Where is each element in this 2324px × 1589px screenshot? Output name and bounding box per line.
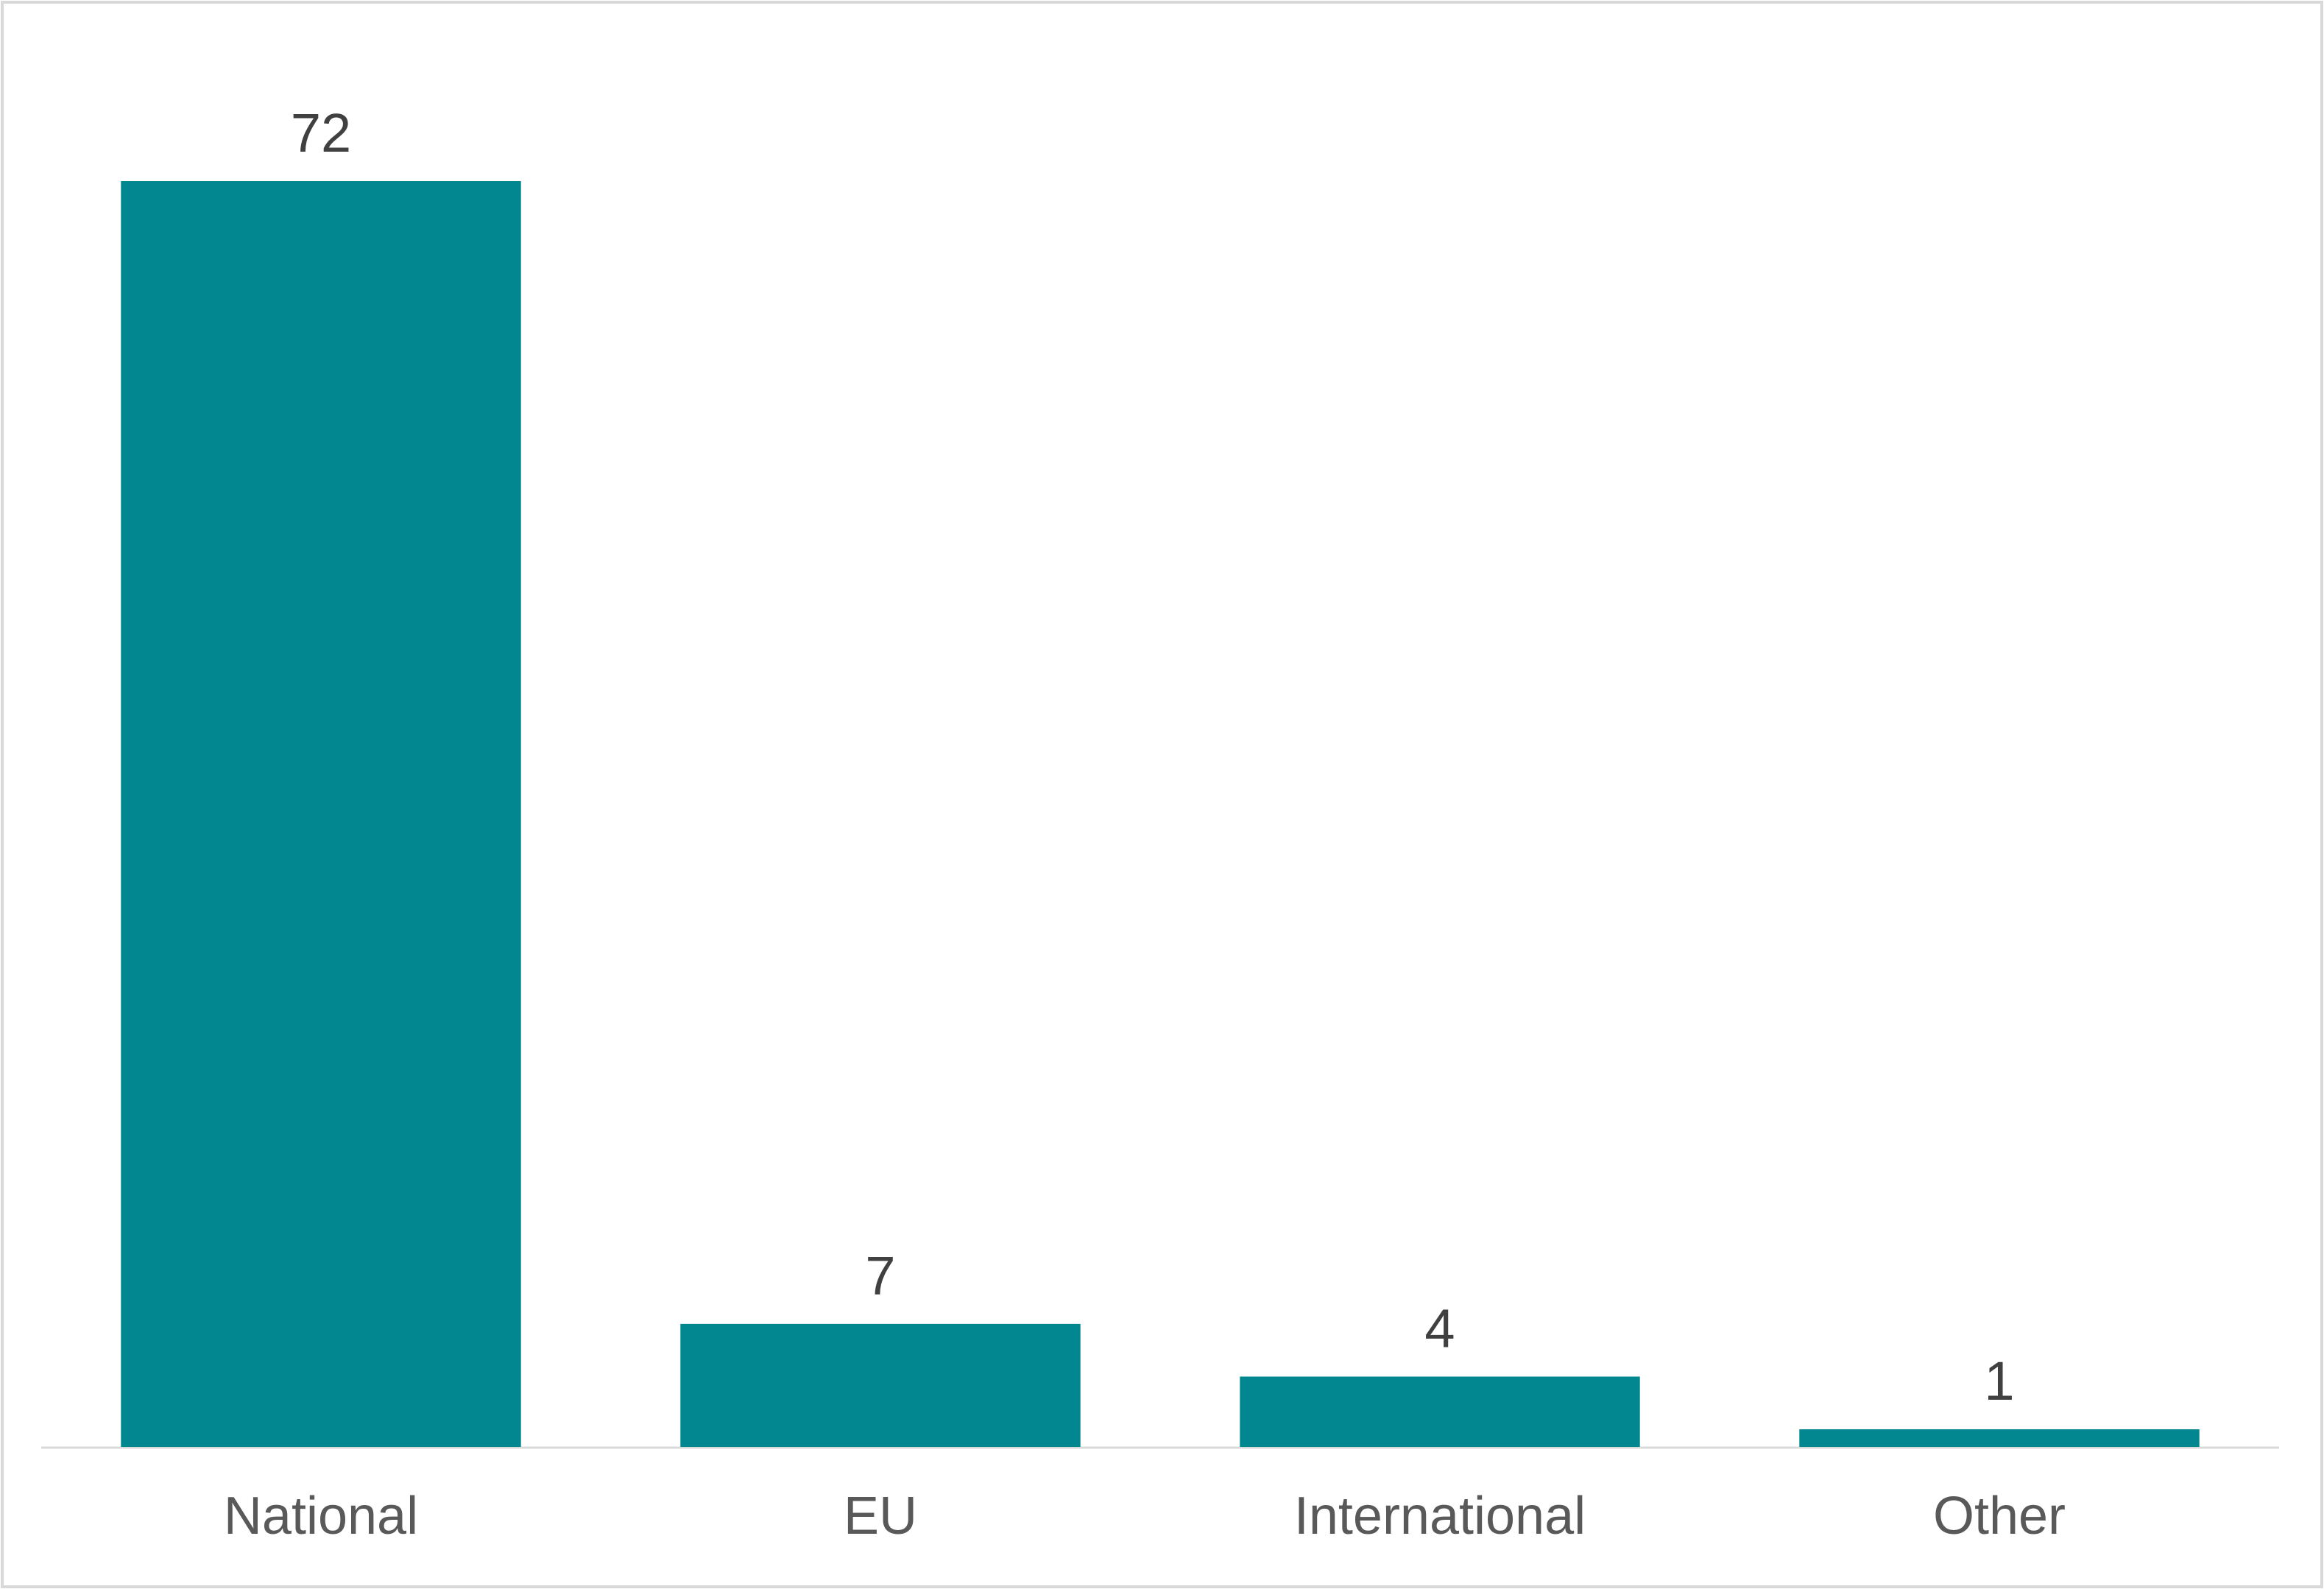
bar <box>121 181 521 1447</box>
x-tick-label: International <box>1294 1487 1586 1546</box>
data-label: 1 <box>1984 1350 2014 1412</box>
bar <box>1240 1376 1640 1447</box>
data-label: 7 <box>865 1245 895 1306</box>
x-tick-label: Other <box>1933 1487 2066 1546</box>
x-tick-label: EU <box>844 1487 917 1546</box>
bar <box>1799 1429 2200 1447</box>
bar <box>680 1323 1081 1447</box>
data-label: 4 <box>1424 1298 1455 1359</box>
data-label: 72 <box>291 102 351 163</box>
x-tick-label: National <box>224 1487 418 1546</box>
